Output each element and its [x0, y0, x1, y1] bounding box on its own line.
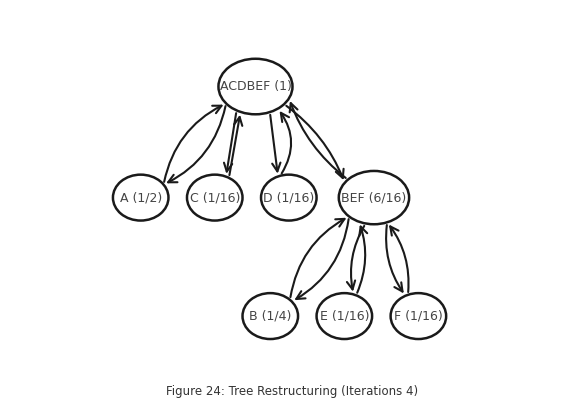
Ellipse shape — [243, 293, 298, 339]
Text: ACDBEF (1): ACDBEF (1) — [219, 80, 291, 93]
Ellipse shape — [187, 175, 243, 220]
Text: C (1/16): C (1/16) — [190, 191, 240, 204]
Text: Figure 24: Tree Restructuring (Iterations 4): Figure 24: Tree Restructuring (Iteration… — [167, 384, 418, 398]
Ellipse shape — [316, 293, 372, 339]
Text: F (1/16): F (1/16) — [394, 310, 443, 322]
Text: B (1/4): B (1/4) — [249, 310, 291, 322]
Text: E (1/16): E (1/16) — [319, 310, 369, 322]
Text: A (1/2): A (1/2) — [119, 191, 162, 204]
Ellipse shape — [261, 175, 316, 220]
Text: BEF (6/16): BEF (6/16) — [341, 191, 407, 204]
Ellipse shape — [113, 175, 168, 220]
Ellipse shape — [391, 293, 446, 339]
Ellipse shape — [218, 59, 292, 114]
Text: D (1/16): D (1/16) — [263, 191, 314, 204]
Ellipse shape — [339, 171, 409, 224]
